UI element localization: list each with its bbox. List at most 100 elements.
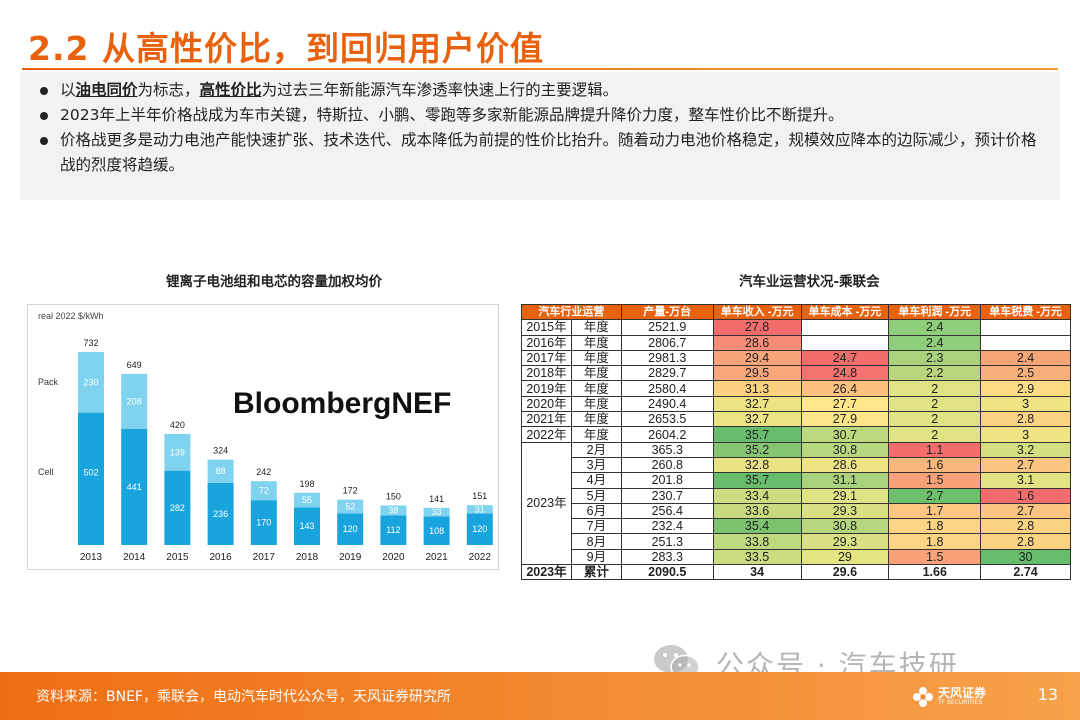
cell-bar <box>337 513 364 545</box>
profit-cell: 2 <box>888 380 982 397</box>
period-cell: 年度 <box>570 319 622 336</box>
pack-bar <box>164 433 191 471</box>
tax-cell: 3.2 <box>980 441 1071 458</box>
cell-value-label: 236 <box>213 509 228 519</box>
cost-cell: 24.8 <box>800 365 890 382</box>
period-cell: 年度 <box>570 349 622 367</box>
period-cell: 7月 <box>570 518 622 535</box>
cell-bar <box>466 513 493 545</box>
bullet-text: 为过去三年新能源汽车渗透率快速上行的主要逻辑。 <box>261 81 619 99</box>
x-tick-label: 2017 <box>253 552 276 563</box>
table-row: 2015年 年度 2521.9 27.8 2.4 <box>521 319 1071 336</box>
period-cell: 年度 <box>570 426 622 443</box>
production-cell: 2981.3 <box>620 349 714 367</box>
revenue-cell: 29.4 <box>712 349 802 367</box>
x-tick-label: 2013 <box>80 552 103 563</box>
period-cell: 4月 <box>570 472 622 489</box>
x-tick-label: 2015 <box>166 552 189 563</box>
revenue-cell: 33.6 <box>712 502 802 520</box>
period-cell: 3月 <box>570 456 622 474</box>
profit-cell: 2 <box>888 411 982 428</box>
right-table-title: 汽车业运营状况-乘联会 <box>739 274 880 290</box>
profit-cell: 1.1 <box>888 441 982 458</box>
company-logo: 天风证券 TF SECURITIES <box>912 684 1012 710</box>
cost-cell: 27.9 <box>800 411 890 428</box>
cost-cell: 29.6 <box>800 564 890 581</box>
period-cell: 年度 <box>570 365 622 382</box>
total-value-label: 141 <box>429 494 444 504</box>
table-row: 8月 251.3 33.8 29.3 1.8 2.8 <box>522 533 1071 550</box>
total-value-label: 732 <box>83 338 98 348</box>
tax-cell: 2.7 <box>980 456 1071 474</box>
brand-label: BloombergNEF <box>233 387 451 420</box>
cell-bar <box>164 470 191 545</box>
revenue-cell: 29.5 <box>712 365 802 382</box>
production-cell: 2090.5 <box>620 564 714 581</box>
cost-cell: 26.4 <box>800 380 890 397</box>
production-cell: 256.4 <box>620 502 714 520</box>
tax-cell: 2.8 <box>980 533 1071 550</box>
cell-bar <box>294 507 320 545</box>
total-value-label: 151 <box>472 491 487 501</box>
pack-bar <box>466 505 493 514</box>
production-cell: 2806.7 <box>620 334 714 351</box>
table-header-cell: 单车成本 -万元 <box>800 303 890 321</box>
revenue-cell: 34 <box>712 564 802 581</box>
cost-cell: 30.8 <box>800 441 890 458</box>
table-row: 2021年 年度 2653.5 32.7 27.9 2 2.8 <box>521 411 1071 428</box>
bullet-item: 以油电同价为标志，高性价比为过去三年新能源汽车渗透率快速上行的主要逻辑。 <box>34 78 1046 103</box>
period-cell: 累计 <box>570 564 622 581</box>
pack-value-label: 52 <box>345 501 355 511</box>
cell-bar <box>207 482 234 545</box>
pack-bar <box>121 373 148 429</box>
revenue-cell: 33.5 <box>712 548 802 566</box>
table-header-cell: 单车利润 -万元 <box>888 303 982 321</box>
cell-value-label: 170 <box>256 518 271 528</box>
tax-cell: 2.9 <box>980 380 1071 397</box>
bullet-item: 价格战更多是动力电池产能快速扩张、技术迭代、成本降低为前提的性价比抬升。随着动力… <box>34 128 1046 178</box>
tax-cell: 1.6 <box>980 487 1071 504</box>
table-header-cell: 单车收入 -万元 <box>712 303 802 321</box>
table-row: 2019年 年度 2580.4 31.3 26.4 2 2.9 <box>521 380 1071 397</box>
revenue-cell: 32.7 <box>712 411 802 428</box>
production-cell: 201.8 <box>620 472 714 489</box>
revenue-cell: 32.7 <box>712 395 802 413</box>
bullet-text: 以 <box>60 81 76 99</box>
table-row: 6月 256.4 33.6 29.3 1.7 2.7 <box>522 502 1071 520</box>
table-row: 2017年 年度 2981.3 29.4 24.7 2.3 2.4 <box>521 349 1071 367</box>
total-value-label: 420 <box>170 420 185 430</box>
production-cell: 2653.5 <box>620 411 714 428</box>
title-divider <box>22 68 1058 70</box>
cell-bar <box>78 412 104 545</box>
table-row: 5月 230.7 33.4 29.1 2.7 1.6 <box>522 487 1071 504</box>
tax-cell: 30 <box>980 548 1071 566</box>
period-cell: 5月 <box>570 487 622 504</box>
bullet-emphasis: 油电同价 <box>75 81 138 99</box>
cost-cell: 24.7 <box>800 349 890 367</box>
pack-value-label: 31 <box>475 504 485 514</box>
table-row: 2020年 年度 2490.4 32.7 27.7 2 3 <box>521 395 1071 413</box>
tax-cell: 3 <box>980 395 1071 413</box>
production-cell: 230.7 <box>620 487 714 504</box>
revenue-cell: 28.6 <box>712 334 802 351</box>
year-cell: 2018年 <box>521 365 572 382</box>
cell-bar <box>380 515 407 545</box>
logo-name: 天风证券 <box>938 686 987 700</box>
battery-price-chart-svg: real 2022 $/kWh BloombergNEF Pack Cell 502 23… <box>38 311 493 563</box>
x-tick-label: 2020 <box>382 552 405 563</box>
total-value-label: 172 <box>343 486 358 496</box>
cost-cell <box>800 319 890 336</box>
year-cell: 2023年 <box>521 441 572 566</box>
table-row: 9月 283.3 33.5 29 1.5 30 <box>522 548 1071 566</box>
page-title: 2.2 从高性价比，到回归用户价值 <box>28 29 544 68</box>
total-value-label: 198 <box>299 479 314 489</box>
tax-cell: 3 <box>980 426 1071 443</box>
logo-subtitle: TF SECURITIES <box>938 699 983 706</box>
profit-cell: 1.8 <box>888 518 982 535</box>
production-cell: 365.3 <box>620 441 714 458</box>
cost-cell: 29 <box>800 548 890 566</box>
table-row: 2022年 年度 2604.2 35.7 30.7 2 3 <box>521 426 1071 443</box>
total-value-label: 242 <box>256 467 271 477</box>
pack-bar <box>337 499 364 514</box>
cell-value-label: 120 <box>472 524 487 534</box>
